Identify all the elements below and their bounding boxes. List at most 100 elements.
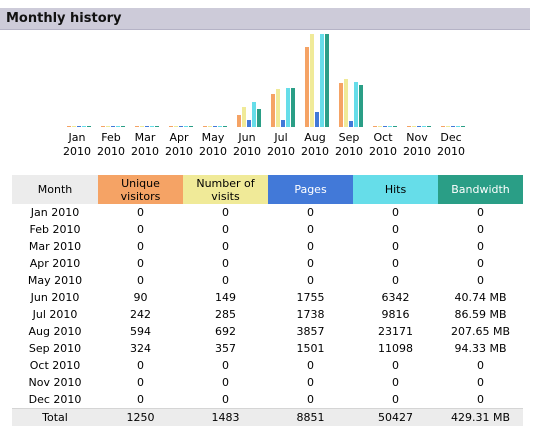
bar-number-of-visits-mar-2010	[140, 126, 144, 127]
month-year: 2010	[131, 145, 159, 158]
header-month: Month	[12, 175, 98, 204]
month-label: Apr 2010	[162, 131, 196, 159]
bar-number-of-visits-may-2010	[208, 126, 212, 127]
bar-bandwidth-apr-2010	[189, 126, 193, 127]
month-name: Feb	[101, 131, 121, 144]
cell-pages: 0	[307, 240, 314, 253]
month-label: May 2010	[196, 131, 230, 159]
bar-number-of-visits-aug-2010	[310, 34, 314, 127]
total-label: Total	[12, 408, 98, 426]
bar-number-of-visits-dec-2010	[446, 126, 450, 127]
cell-bandwidth: 0	[477, 376, 484, 389]
cell-bandwidth: 0	[477, 206, 484, 219]
cell-pages: 0	[307, 206, 314, 219]
month-name: Jan	[68, 131, 86, 144]
cell-bandwidth: 0	[477, 257, 484, 270]
section-header: Monthly history	[0, 8, 530, 30]
cell-hits: 23171	[378, 325, 413, 338]
cell-unique: 90	[133, 291, 148, 304]
month-year: 2010	[97, 145, 125, 158]
total-bandwidth: 429.31 MB	[438, 408, 523, 426]
bar-bandwidth-feb-2010	[121, 126, 125, 127]
bar-hits-aug-2010	[320, 34, 324, 127]
cell-bandwidth: 94.33 MB	[454, 342, 507, 355]
cell-unique: 324	[130, 342, 151, 355]
cell-unique: 0	[137, 240, 144, 253]
cell-month: Jun 2010	[30, 291, 80, 304]
bar-number-of-visits-feb-2010	[106, 126, 110, 127]
bar-pages-mar-2010	[145, 126, 149, 127]
table-row: Jun 2010 90 149 1755 6342 40.74 MB	[12, 289, 523, 306]
month-label: Oct 2010	[366, 131, 400, 159]
bar-pages-jun-2010	[247, 120, 251, 127]
cell-unique: 0	[137, 393, 144, 406]
cell-month: Jul 2010	[32, 308, 78, 321]
cell-hits: 0	[392, 223, 399, 236]
header-number-of-visits: Number of visits	[183, 175, 268, 204]
bar-hits-jan-2010	[82, 126, 86, 127]
cell-unique: 0	[137, 376, 144, 389]
cell-bandwidth: 86.59 MB	[454, 308, 507, 321]
cell-unique: 0	[137, 206, 144, 219]
cell-month: Oct 2010	[29, 359, 81, 372]
total-hits: 50427	[353, 408, 438, 426]
cell-pages: 0	[307, 359, 314, 372]
month-name: May	[201, 131, 225, 144]
cell-month: Feb 2010	[29, 223, 81, 236]
cell-unique: 594	[130, 325, 151, 338]
bar-unique-visitors-aug-2010	[305, 47, 309, 127]
bar-number-of-visits-nov-2010	[412, 126, 416, 127]
cell-month: Aug 2010	[28, 325, 82, 338]
cell-hits: 0	[392, 359, 399, 372]
month-label: Feb 2010	[94, 131, 128, 159]
cell-pages: 0	[307, 257, 314, 270]
cell-pages: 1501	[296, 342, 325, 355]
cell-visits: 149	[215, 291, 236, 304]
bar-bandwidth-may-2010	[223, 126, 227, 127]
cell-pages: 0	[307, 223, 314, 236]
cell-visits: 0	[222, 240, 229, 253]
table-row: Dec 2010 0 0 0 0 0	[12, 391, 523, 409]
bar-bandwidth-sep-2010	[359, 85, 363, 127]
bar-pages-oct-2010	[383, 126, 387, 127]
cell-bandwidth: 40.74 MB	[454, 291, 507, 304]
monthly-stats-table: Month Unique visitors Number of visits P…	[12, 175, 523, 426]
bar-unique-visitors-nov-2010	[407, 126, 411, 127]
bar-number-of-visits-sep-2010	[344, 79, 348, 127]
table-row: Jan 2010 0 0 0 0 0	[12, 204, 523, 221]
total-unique: 1250	[98, 408, 183, 426]
total-pages: 8851	[268, 408, 353, 426]
cell-hits: 0	[392, 240, 399, 253]
month-year: 2010	[301, 145, 329, 158]
month-year: 2010	[437, 145, 465, 158]
cell-bandwidth: 0	[477, 359, 484, 372]
bar-pages-jan-2010	[77, 126, 81, 127]
bar-number-of-visits-jan-2010	[72, 126, 76, 127]
month-name: Jun	[238, 131, 256, 144]
cell-unique: 0	[137, 359, 144, 372]
cell-visits: 285	[215, 308, 236, 321]
total-visits: 1483	[183, 408, 268, 426]
bar-hits-jul-2010	[286, 88, 290, 127]
cell-bandwidth: 0	[477, 393, 484, 406]
bar-bandwidth-nov-2010	[427, 126, 431, 127]
cell-month: Dec 2010	[28, 393, 82, 406]
table-row: Nov 2010 0 0 0 0 0	[12, 374, 523, 391]
bar-bandwidth-dec-2010	[461, 126, 465, 127]
month-label: Aug 2010	[298, 131, 332, 159]
bar-unique-visitors-dec-2010	[441, 126, 445, 127]
table-row: Apr 2010 0 0 0 0 0	[12, 255, 523, 272]
bar-hits-dec-2010	[456, 126, 460, 127]
cell-visits: 0	[222, 393, 229, 406]
bar-unique-visitors-jun-2010	[237, 115, 241, 127]
month-label: Jan 2010	[60, 131, 94, 159]
bar-pages-may-2010	[213, 126, 217, 127]
header-bandwidth: Bandwidth	[438, 175, 523, 204]
cell-visits: 0	[222, 274, 229, 287]
month-label: Nov 2010	[400, 131, 434, 159]
table-row: Feb 2010 0 0 0 0 0	[12, 221, 523, 238]
monthly-history-chart	[67, 34, 465, 127]
cell-visits: 0	[222, 223, 229, 236]
bar-bandwidth-aug-2010	[325, 34, 329, 127]
cell-month: Sep 2010	[28, 342, 82, 355]
